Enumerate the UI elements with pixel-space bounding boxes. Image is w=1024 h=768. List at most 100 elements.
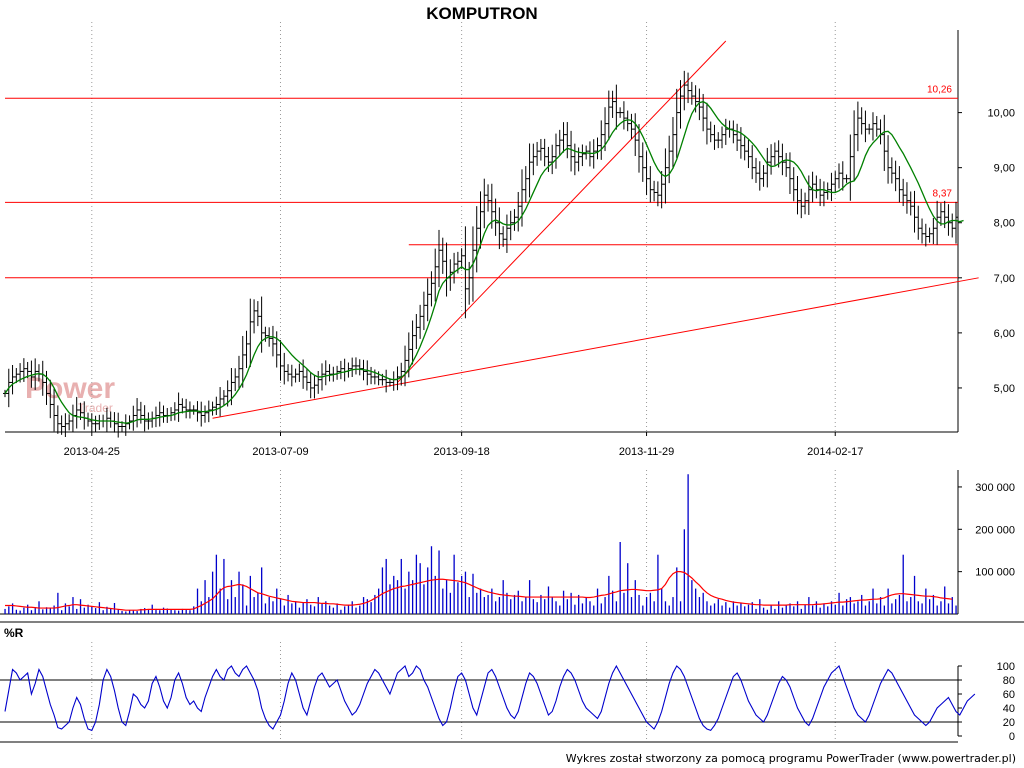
- volume-bar: [740, 603, 742, 614]
- volume-bar: [600, 603, 602, 614]
- price-bar: [712, 124, 717, 150]
- price-bar: [187, 401, 192, 419]
- volume-bar: [279, 599, 282, 614]
- volume-bar: [287, 594, 289, 614]
- price-bar: [67, 414, 72, 431]
- volume-bar: [695, 588, 697, 614]
- volume-bar: [423, 584, 425, 614]
- price-bar: [391, 371, 396, 391]
- price-bar: [848, 134, 853, 201]
- trend-line-1: [212, 277, 979, 419]
- volume-bar: [106, 606, 108, 614]
- price-bar: [48, 379, 53, 419]
- volume-bar: [845, 599, 848, 614]
- volume-bar: [532, 599, 535, 614]
- price-bar: [637, 124, 641, 173]
- volume-y-tick-label: 300 000: [975, 482, 1015, 494]
- volume-bar: [593, 605, 595, 614]
- volume-bar: [838, 592, 840, 614]
- price-x-tick-label: 2013-04-25: [64, 446, 120, 458]
- volume-bar: [589, 601, 591, 614]
- volume-bar: [672, 597, 674, 614]
- volume-bar: [555, 601, 557, 614]
- price-bar: [810, 171, 815, 203]
- volume-bar: [921, 603, 923, 614]
- price-pane: 2013-04-25 2013-07-09 2013-09-18 2013-11-29…: [3, 22, 1015, 458]
- price-bar: [478, 191, 483, 249]
- price-bar: [89, 413, 94, 432]
- volume-bar: [261, 567, 263, 614]
- volume-bar: [796, 601, 799, 614]
- price-y-tick-label: 9,00: [994, 163, 1015, 175]
- volume-bar: [419, 563, 421, 614]
- price-bar: [629, 113, 634, 139]
- volume-bar: [8, 606, 10, 614]
- volume-bar: [898, 594, 901, 614]
- price-bar: [259, 296, 264, 353]
- volume-bar: [906, 601, 908, 614]
- volume-bar: [653, 601, 655, 614]
- volume-bar: [800, 608, 802, 614]
- volume-bar: [325, 601, 327, 614]
- price-bar: [704, 102, 709, 145]
- price-x-tick-label: 2013-09-18: [433, 446, 489, 458]
- volume-bar: [781, 607, 784, 614]
- volume-bar: [393, 575, 395, 614]
- volume-bar: [513, 594, 516, 614]
- volume-bar: [578, 594, 580, 614]
- volume-bar: [608, 575, 610, 614]
- price-bar: [882, 114, 887, 171]
- volume-bar: [849, 597, 852, 614]
- price-bar: [659, 171, 664, 209]
- wpr-y-tick-label: 40: [1003, 703, 1015, 715]
- price-bar: [414, 314, 419, 349]
- price-bar: [357, 359, 362, 376]
- price-bar: [723, 118, 728, 145]
- price-bar: [640, 142, 645, 182]
- price-bar: [572, 143, 577, 176]
- price-bar: [248, 298, 253, 368]
- price-bar: [172, 402, 177, 421]
- volume-bar: [378, 588, 380, 614]
- price-bar: [278, 340, 283, 381]
- volume-bar: [72, 597, 74, 614]
- price-bar: [233, 368, 238, 392]
- price-x-tick-label: 2014-02-17: [807, 446, 863, 458]
- price-bar: [701, 93, 706, 132]
- price-bar: [772, 142, 777, 166]
- trend-line-2: [397, 40, 727, 383]
- volume-bar: [872, 588, 874, 614]
- volume-bar: [177, 610, 180, 614]
- volume-bar: [623, 592, 625, 614]
- price-bar: [153, 406, 158, 428]
- volume-bar: [19, 610, 21, 614]
- price-bar: [610, 90, 615, 118]
- price-bar: [859, 107, 864, 135]
- volume-bar: [774, 608, 776, 614]
- volume-bar: [657, 554, 659, 614]
- chart-title: KOMPUTRON: [426, 4, 537, 23]
- volume-bar: [268, 597, 270, 614]
- volume-bar: [174, 610, 176, 614]
- volume-bar: [245, 605, 248, 614]
- price-bar: [497, 207, 502, 250]
- volume-bar: [472, 573, 474, 614]
- volume-bar: [87, 604, 89, 614]
- price-bar: [829, 172, 834, 202]
- price-bar: [180, 398, 185, 414]
- price-bar: [787, 152, 792, 195]
- price-bar: [648, 166, 653, 203]
- volume-bar: [204, 580, 206, 614]
- price-bar: [289, 364, 294, 387]
- price-bar: [486, 184, 491, 212]
- volume-bar: [166, 608, 168, 614]
- price-bar: [670, 117, 675, 169]
- volume-bar: [883, 605, 885, 614]
- volume-bar: [902, 554, 904, 614]
- volume-bar: [793, 606, 795, 614]
- volume-pane: 100 000 200 000 300 000: [0, 470, 1024, 623]
- price-bar: [912, 190, 917, 233]
- price-bar: [765, 147, 770, 188]
- price-bar: [240, 335, 245, 388]
